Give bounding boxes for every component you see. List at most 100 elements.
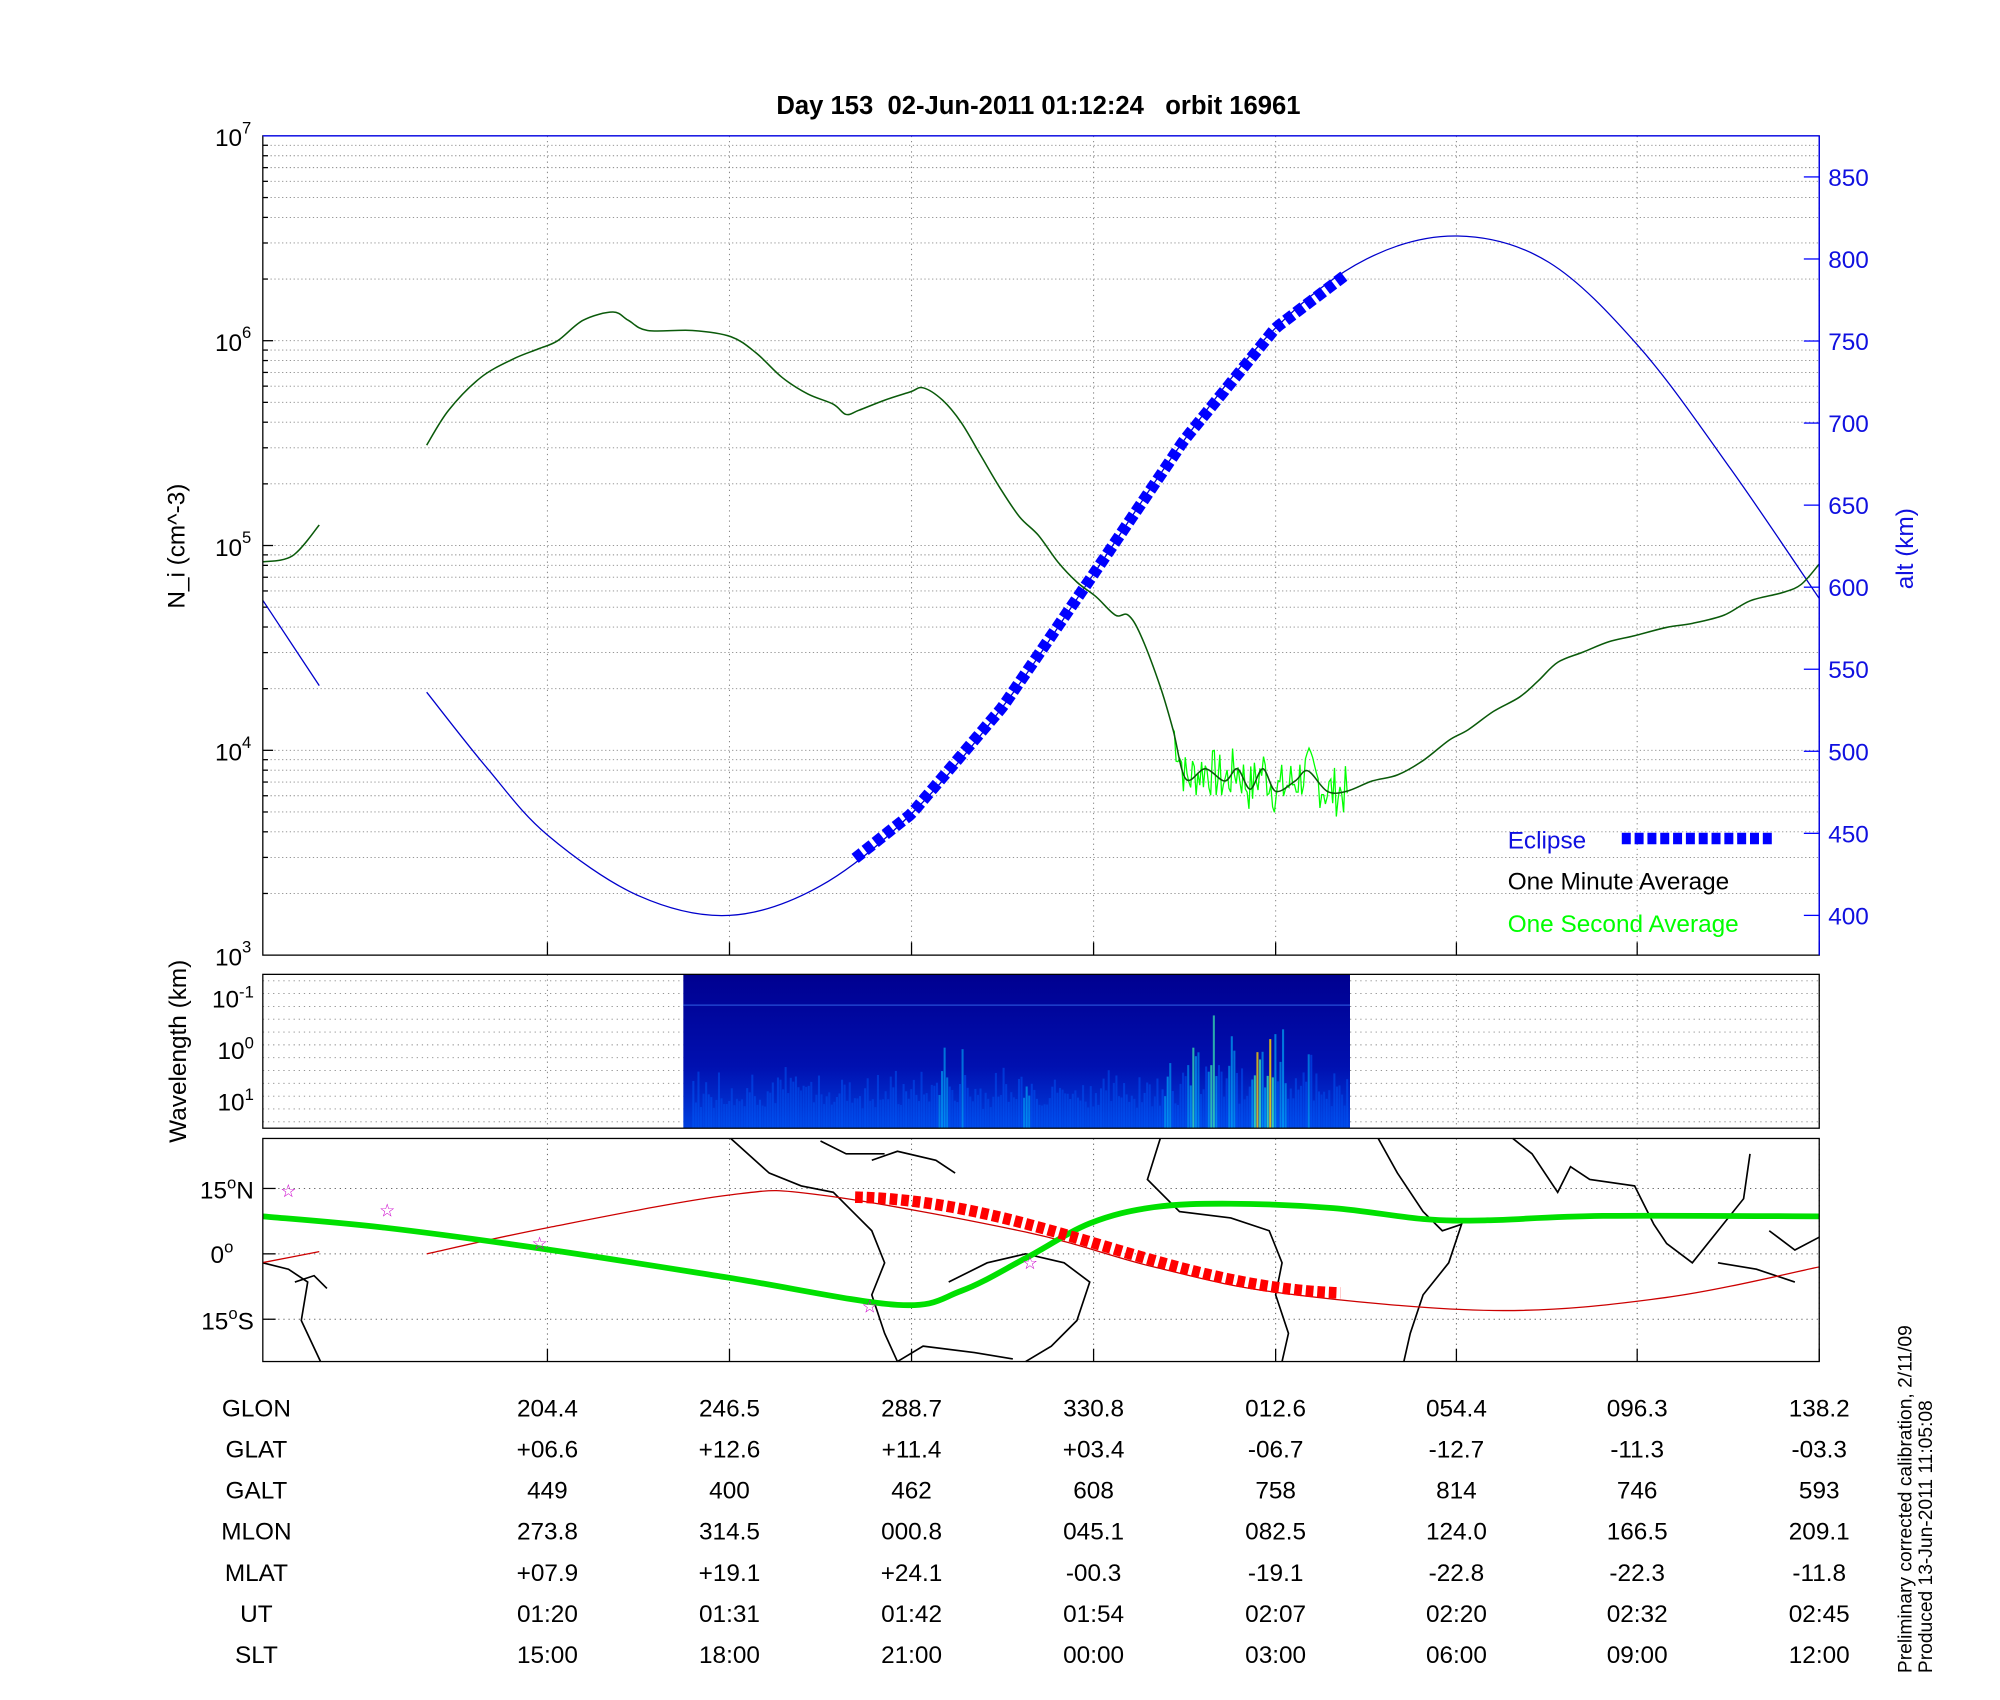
- eclipse-track-line: [854, 1191, 1341, 1299]
- spectrogram-streak: [1266, 1075, 1269, 1129]
- spectrogram-streak: [915, 1094, 918, 1129]
- spectrogram-streak: [838, 1093, 841, 1129]
- spectrogram-streak: [784, 1067, 787, 1129]
- map-frame: [262, 1137, 1820, 1363]
- spectrogram-streak: [810, 1081, 813, 1129]
- map-panel: ☆ ☆ ☆ ☆ ☆ 15oN 0o 15oS: [200, 1137, 1820, 1363]
- spectrogram-streak: [820, 1094, 823, 1129]
- spectrogram-streak: [1307, 1054, 1310, 1129]
- cell-value: 03:00: [1245, 1642, 1306, 1669]
- spectrogram-streak: [956, 1102, 959, 1129]
- cell-value: -22.8: [1429, 1560, 1485, 1587]
- spectrogram-streak: [743, 1106, 746, 1129]
- spectrogram-streak: [735, 1098, 738, 1129]
- spectrogram-streak: [830, 1104, 833, 1129]
- cell-value: 314.5: [699, 1519, 760, 1546]
- alt-tick-label: 600: [1828, 575, 1869, 602]
- cell-value: 593: [1799, 1478, 1840, 1505]
- spectrogram-streak: [1205, 1066, 1208, 1129]
- cell-value: +11.4: [882, 1437, 942, 1464]
- spectrogram-streak: [1125, 1094, 1128, 1129]
- spectrogram-streak: [1012, 1097, 1015, 1129]
- cell-value: -11.3: [1610, 1437, 1664, 1464]
- spectrogram-streak: [1128, 1101, 1131, 1129]
- alt-tick-label: 850: [1828, 165, 1869, 192]
- spectrogram-streak: [905, 1091, 908, 1129]
- spectrogram-streak: [994, 1072, 997, 1129]
- star-icon: ☆: [280, 1181, 296, 1201]
- spectrogram-streak: [1182, 1072, 1185, 1129]
- spectrogram-streak: [938, 1095, 941, 1129]
- cell-value: 06:00: [1426, 1642, 1487, 1669]
- row-label: MLAT: [225, 1560, 288, 1587]
- spectrogram-streak: [705, 1082, 708, 1129]
- density-panel: 103 104 105 106 107 400 450 500 550 600 650 700 750…: [164, 118, 1919, 971]
- spectrogram-streak: [1087, 1107, 1090, 1129]
- cell-value: 273.8: [517, 1519, 578, 1546]
- cell-value: 204.4: [517, 1396, 578, 1423]
- right-y-ticks: 400 450 500 550 600 650 700 750 800 850: [1803, 165, 1869, 930]
- cell-value: 02:20: [1426, 1601, 1487, 1628]
- spectrogram-streak: [1282, 1029, 1285, 1129]
- cell-value: 330.8: [1063, 1396, 1124, 1423]
- spectrogram-streak: [853, 1098, 856, 1129]
- spectrogram-streak: [1028, 1095, 1031, 1129]
- cell-value: 288.7: [881, 1396, 942, 1423]
- spectrogram-streak: [1338, 1085, 1341, 1129]
- spectrogram-streak: [1092, 1106, 1095, 1129]
- spectrogram-streak: [1264, 1087, 1267, 1129]
- cell-value: 02:07: [1245, 1601, 1306, 1628]
- spectrogram-streak: [1097, 1104, 1100, 1129]
- alt-tick-label: 550: [1828, 657, 1869, 684]
- spectrogram-streak: [1158, 1105, 1162, 1129]
- spectrogram-streak: [1156, 1078, 1159, 1129]
- spectrogram-streak: [1084, 1101, 1087, 1129]
- spectrogram-streak: [1094, 1093, 1097, 1129]
- spectrogram-streak: [835, 1096, 838, 1129]
- coastlines: [262, 1137, 1820, 1363]
- y-tick-label: 107: [215, 118, 251, 152]
- spectrogram-streak: [1212, 1015, 1215, 1129]
- cell-value: +07.9: [517, 1560, 579, 1587]
- spectrogram-streak: [1271, 1077, 1274, 1129]
- spectrogram-streak: [728, 1101, 731, 1129]
- spectrogram-streak: [912, 1079, 915, 1129]
- spectrogram-streak: [874, 1107, 877, 1129]
- spectrogram-streak: [712, 1107, 715, 1129]
- spectrogram-streak: [1079, 1100, 1082, 1129]
- spectrogram-streak: [1002, 1067, 1005, 1129]
- spectrogram-streak: [1015, 1099, 1018, 1129]
- spectrogram-streak: [823, 1104, 826, 1129]
- spectrogram-streak: [800, 1090, 803, 1129]
- spectrogram-streak: [1207, 1071, 1210, 1129]
- cell-value: -22.3: [1609, 1560, 1665, 1587]
- spectrogram-streak: [1082, 1085, 1085, 1129]
- spectrogram-streak: [861, 1108, 864, 1129]
- star-icon: ☆: [1022, 1253, 1038, 1273]
- spectrogram-streak: [1056, 1092, 1059, 1129]
- spectrogram-streak: [1148, 1084, 1151, 1129]
- spectrogram-streak: [882, 1099, 885, 1129]
- spectrogram-streak: [751, 1074, 754, 1129]
- spectrogram-streak: [1284, 1083, 1287, 1129]
- table-row-mlon: MLON 273.8 314.5 000.8 045.1 082.5 124.0 166.5 2…: [221, 1519, 1849, 1546]
- lat-tick-15s: 15oS: [201, 1304, 254, 1335]
- cell-value: 246.5: [699, 1396, 760, 1423]
- spectrogram-streak: [1076, 1097, 1079, 1129]
- spectrogram-streak: [979, 1088, 982, 1129]
- spectrogram-streak: [817, 1075, 820, 1129]
- spectrogram-streak: [923, 1094, 926, 1129]
- cell-value: 166.5: [1607, 1519, 1668, 1546]
- cell-value: +03.4: [1063, 1437, 1125, 1464]
- spectrogram-streak: [720, 1098, 723, 1129]
- spectrogram-streak: [925, 1093, 928, 1129]
- spectrogram-streak: [1120, 1097, 1123, 1129]
- alt-tick-label: 700: [1828, 411, 1869, 438]
- spectrogram-streak: [1017, 1078, 1020, 1129]
- spectrogram-streak: [1010, 1092, 1013, 1129]
- spectrogram-streak: [930, 1084, 933, 1129]
- row-label: GLON: [222, 1396, 291, 1423]
- spectrogram-streak: [1202, 1089, 1205, 1129]
- spectrogram-streak: [866, 1078, 869, 1129]
